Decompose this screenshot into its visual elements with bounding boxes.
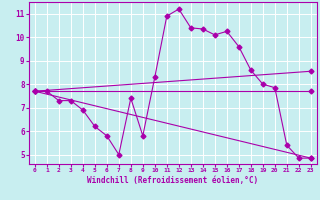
- X-axis label: Windchill (Refroidissement éolien,°C): Windchill (Refroidissement éolien,°C): [87, 176, 258, 185]
